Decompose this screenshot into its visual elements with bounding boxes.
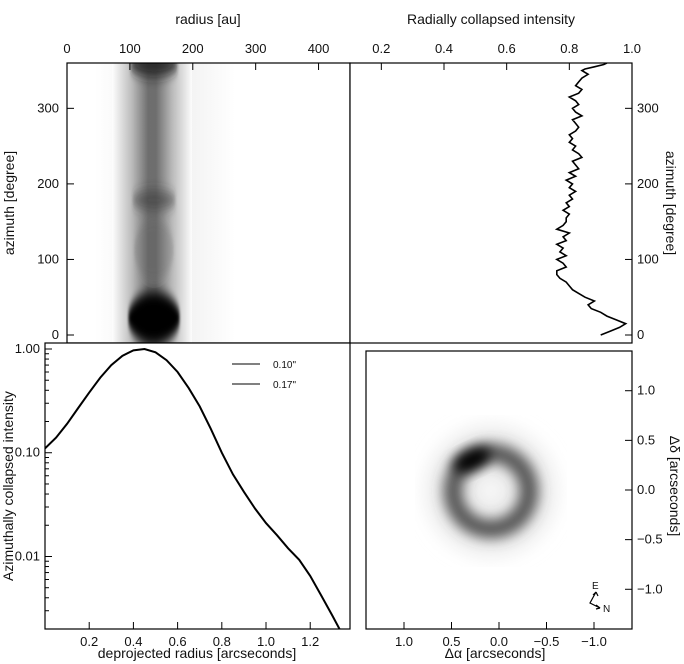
polar-map-x-tick-label: 300 — [245, 41, 267, 56]
azimuthal-collapse-ylabel: Azimuthally collapsed intensity — [0, 391, 16, 581]
legend-label-0: 0.10" — [273, 360, 296, 371]
sky-image — [366, 351, 632, 629]
radial-collapse-y-tick-label: 0 — [637, 327, 644, 342]
polar-map-y-tick-label: 200 — [37, 176, 59, 191]
polar-map-x-tick-label: 200 — [182, 41, 204, 56]
sky-image-y-tick-label: 0.0 — [637, 482, 655, 497]
azimuthal-collapse-series-line — [45, 347, 341, 629]
radial-collapse-x-tick-label: 0.6 — [498, 41, 516, 56]
sky-image-ylabel: Δδ [arcseconds] — [667, 436, 683, 536]
top-right-xlabel: Radially collapsed intensity — [407, 11, 575, 27]
legend-label-1: 0.17" — [273, 380, 296, 391]
radial-collapse-y-tick-label: 100 — [637, 251, 659, 266]
polar-map-y-tick-label: 100 — [37, 251, 59, 266]
radial-collapse-frame — [349, 62, 633, 344]
sky-image-y-tick-label: −1.0 — [637, 581, 663, 596]
sky-image-y-tick-label: −0.5 — [637, 532, 663, 547]
compass-north-label: N — [603, 604, 610, 615]
sky-image-y-tick-label: 1.0 — [637, 383, 655, 398]
azimuthal-collapse-x-ticks: 0.2 0.4 0.6 0.8 1.0 1.2 — [80, 622, 319, 649]
radial-collapse-x-tick-label: 0.2 — [372, 41, 390, 56]
azimuthal-collapse-x-tick-label: 0.8 — [213, 634, 231, 649]
polar-map-image — [67, 63, 350, 343]
radial-collapse-x-tick-label: 1.0 — [623, 41, 641, 56]
polar-map-x-tick-label: 0 — [63, 41, 70, 56]
polar-map-x-tick-label: 100 — [119, 41, 141, 56]
polar-map-y-tick-label: 300 — [37, 100, 59, 115]
azimuthal-collapse-frame — [44, 342, 351, 630]
compass-east-label: E — [592, 581, 599, 592]
azimuthal-collapse-y-tick-label: 1.00 — [15, 341, 40, 356]
sky-image-x-tick-label: −1.0 — [581, 634, 607, 649]
azimuthal-collapse-y-tick-label: 0.01 — [15, 548, 40, 563]
polar-map-y-tick-label: 0 — [52, 327, 59, 342]
azimuthal-collapse-x-tick-label: 0.6 — [169, 634, 187, 649]
sky-image-x-tick-label: 0.5 — [442, 634, 460, 649]
radial-collapse-y-ticks: 0 100 200 300 — [625, 100, 659, 342]
radial-collapse-x-tick-label: 0.4 — [435, 41, 453, 56]
sky-image-xlabel: Δα [arcseconds] — [445, 645, 546, 661]
azimuthal-collapse-y-ticks: 0.01 0.10 1.00 — [15, 341, 52, 612]
polar-map-x-ticks: 0 100 200 300 400 — [63, 41, 329, 70]
radial-collapse-x-ticks: 0.2 0.4 0.6 0.8 1.0 — [372, 41, 641, 70]
azimuthal-collapse-xlabel: deprojected radius [arcseconds] — [98, 645, 296, 661]
sky-image-y-tick-label: 0.5 — [637, 432, 655, 447]
azimuthal-collapse-x-tick-label: 1.0 — [257, 634, 275, 649]
polar-map-y-ticks: 0 100 200 300 — [37, 100, 74, 342]
radial-collapse-y-tick-label: 300 — [637, 100, 659, 115]
radial-collapse-ylabel: azimuth [degree] — [663, 151, 679, 255]
azimuthal-collapse-y-tick-label: 0.10 — [15, 445, 40, 460]
sky-image-x-ticks: 1.0 0.5 0.0 −0.5 −1.0 — [395, 622, 607, 649]
polar-map-x-tick-label: 400 — [308, 41, 330, 56]
azimuthal-collapse-legend: 0.10" 0.17" — [232, 360, 296, 391]
azimuthal-collapse-x-tick-label: 0.4 — [124, 634, 142, 649]
sky-image-x-tick-label: −0.5 — [534, 634, 560, 649]
sky-image-x-tick-label: 1.0 — [395, 634, 413, 649]
radial-collapse-y-tick-label: 200 — [637, 176, 659, 191]
azimuthal-collapse-x-tick-label: 0.2 — [80, 634, 98, 649]
polar-map-ylabel: azimuth [degree] — [1, 151, 17, 255]
sky-image-x-tick-label: 0.0 — [490, 634, 508, 649]
radial-collapse-x-tick-label: 0.8 — [560, 41, 578, 56]
radial-collapse-series-line — [554, 63, 628, 336]
sky-image-y-ticks: −1.0 −0.5 0.0 0.5 1.0 — [625, 383, 663, 596]
azimuthal-collapse-x-tick-label: 1.2 — [301, 634, 319, 649]
top-left-xlabel: radius [au] — [175, 11, 240, 27]
compass-icon: E N — [589, 581, 610, 615]
